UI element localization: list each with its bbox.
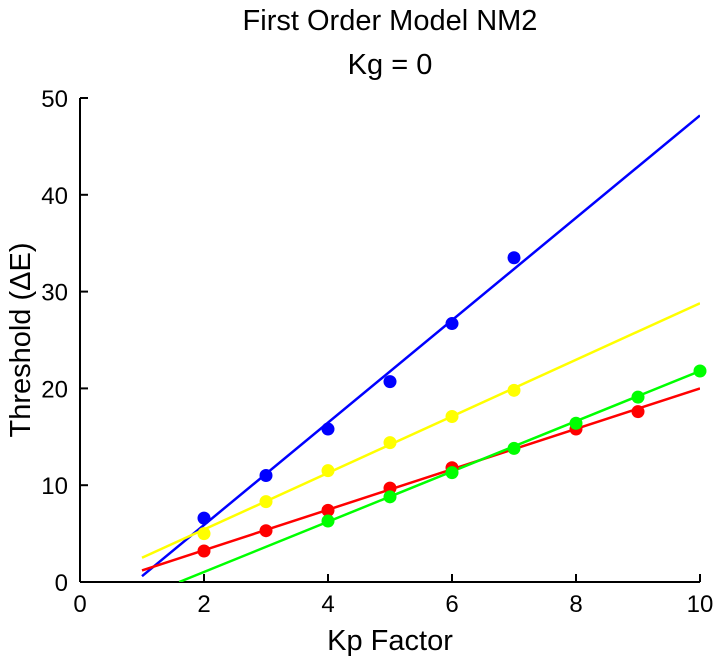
series-3-point <box>631 390 645 404</box>
series-0-point <box>259 469 273 483</box>
series-0-point <box>383 375 397 389</box>
series-3-point <box>693 364 707 378</box>
y-tick-label: 10 <box>41 473 68 500</box>
x-tick-label: 6 <box>445 591 458 618</box>
x-tick-label: 2 <box>197 591 210 618</box>
series-2-point <box>321 503 335 517</box>
series-3-point <box>507 441 521 455</box>
series-3-point <box>445 466 459 480</box>
y-tick-label: 40 <box>41 183 68 210</box>
series-1-fit-line <box>141 302 700 559</box>
series-0-point <box>445 317 459 331</box>
x-tick-label: 10 <box>687 591 714 618</box>
y-tick-label: 50 <box>41 86 68 113</box>
series-1-point <box>383 436 397 450</box>
series-3-point <box>383 490 397 504</box>
series-2-point <box>631 405 645 419</box>
series-0-point <box>507 251 521 265</box>
series-3-point <box>321 514 335 528</box>
series-2-point <box>197 544 211 558</box>
series-0-point <box>197 511 211 525</box>
chart-subtitle: Kg = 0 <box>348 49 433 81</box>
series-1-point <box>321 464 335 478</box>
series-2-fit-line <box>141 387 700 572</box>
series-1-point <box>197 527 211 541</box>
series-0-fit-line <box>141 114 700 578</box>
series-1-point <box>507 383 521 397</box>
series-1-point <box>259 495 273 509</box>
y-tick-label: 30 <box>41 280 68 307</box>
y-tick-label: 20 <box>41 376 68 403</box>
y-axis-label: Threshold (ΔE) <box>5 242 37 437</box>
series-0-point <box>321 422 335 436</box>
series-2-point <box>259 524 273 538</box>
series-3-fit-line <box>178 369 700 582</box>
x-tick-label: 8 <box>569 591 582 618</box>
x-axis-label: Kp Factor <box>327 625 453 657</box>
chart-title: First Order Model NM2 <box>243 5 538 37</box>
y-tick-label: 0 <box>55 570 68 597</box>
plot-area: 0 2 4 6 8 10 0 10 20 30 40 50 <box>41 86 713 618</box>
x-tick-label: 4 <box>321 591 334 618</box>
x-tick-label: 0 <box>73 591 86 618</box>
series-3-point <box>569 416 583 430</box>
series-1-point <box>445 409 459 423</box>
